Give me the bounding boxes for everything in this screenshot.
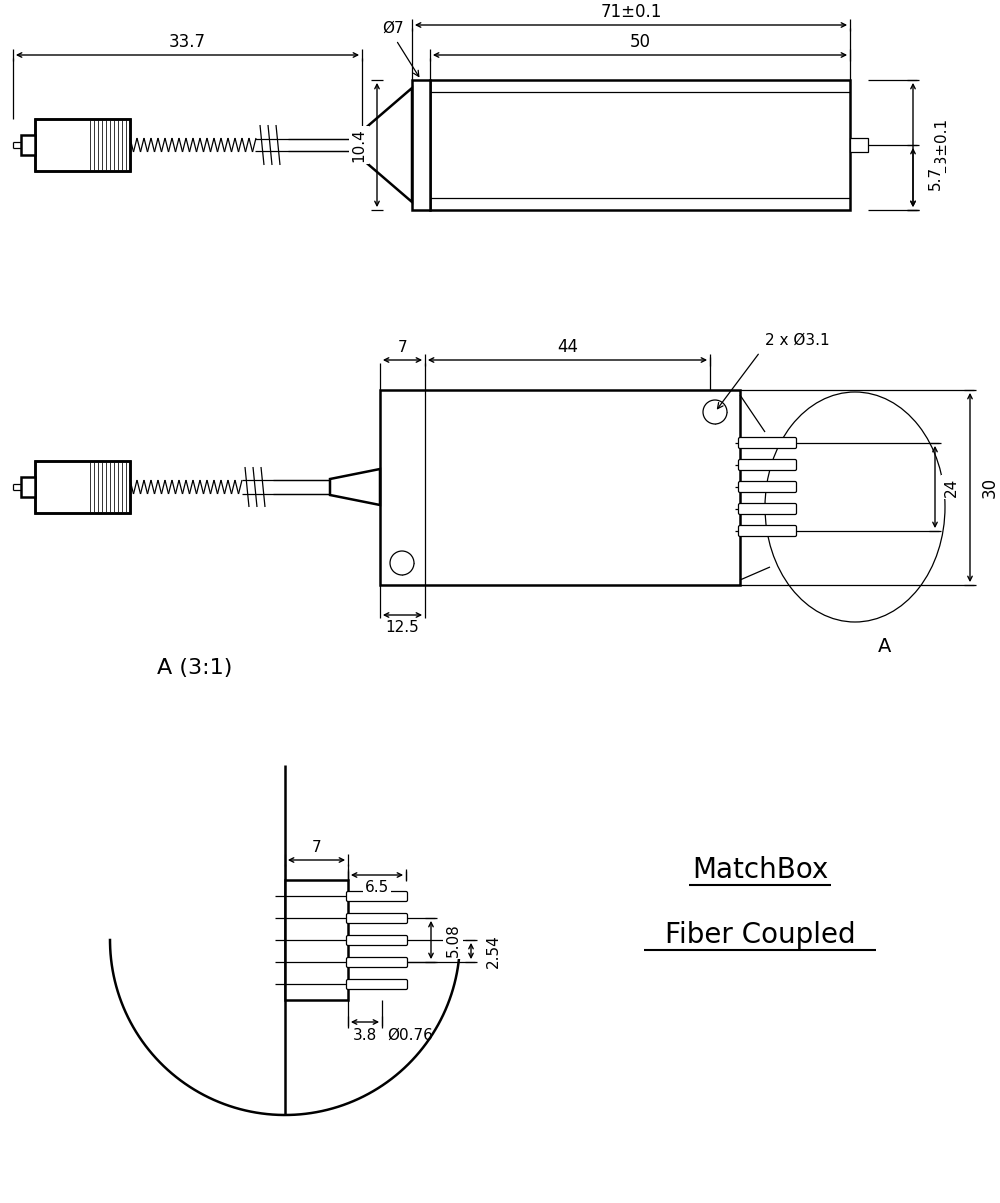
FancyBboxPatch shape	[738, 526, 796, 537]
Bar	[412, 81, 430, 211]
FancyBboxPatch shape	[347, 958, 408, 967]
Text: A (3:1): A (3:1)	[157, 658, 233, 678]
Bar	[285, 881, 348, 1000]
Text: 2 x Ø3.1: 2 x Ø3.1	[765, 333, 830, 348]
Text: 5.7: 5.7	[928, 166, 942, 190]
Text: 71±0.1: 71±0.1	[600, 2, 662, 20]
Text: A: A	[878, 638, 892, 656]
FancyBboxPatch shape	[347, 979, 408, 990]
Bar	[850, 138, 868, 152]
Text: Fiber Coupled: Fiber Coupled	[665, 921, 855, 949]
FancyBboxPatch shape	[738, 481, 796, 492]
Text: 50: 50	[630, 32, 650, 51]
Text: Ø7: Ø7	[382, 20, 404, 36]
Circle shape	[390, 551, 414, 575]
Text: 7: 7	[312, 840, 321, 854]
Text: 18±0.1: 18±0.1	[934, 117, 948, 173]
Text: 12.5: 12.5	[386, 621, 419, 635]
Polygon shape	[362, 88, 412, 202]
Text: 6.5: 6.5	[365, 881, 389, 895]
Text: Ø0.76: Ø0.76	[387, 1027, 433, 1043]
Bar	[380, 390, 740, 585]
Bar	[35, 119, 130, 171]
Text: 7: 7	[398, 340, 407, 356]
Bar	[430, 81, 850, 211]
FancyBboxPatch shape	[347, 913, 408, 924]
FancyBboxPatch shape	[347, 891, 408, 901]
Circle shape	[703, 401, 727, 423]
Text: 44: 44	[557, 338, 578, 356]
Bar	[35, 119, 130, 171]
Text: 24: 24	[944, 478, 958, 497]
Text: 10.4: 10.4	[352, 129, 366, 162]
Text: 30: 30	[981, 476, 999, 498]
Bar	[21, 478, 35, 497]
Text: 3.8: 3.8	[353, 1027, 377, 1043]
Bar	[35, 461, 130, 512]
FancyBboxPatch shape	[738, 438, 796, 449]
Bar	[35, 461, 130, 512]
FancyBboxPatch shape	[738, 504, 796, 515]
FancyBboxPatch shape	[738, 460, 796, 470]
Text: 33.7: 33.7	[169, 32, 206, 51]
Bar	[21, 135, 35, 155]
Polygon shape	[330, 469, 380, 505]
FancyBboxPatch shape	[347, 936, 408, 946]
Text: 2.54: 2.54	[486, 934, 501, 968]
Text: 5.08: 5.08	[446, 923, 460, 956]
Text: MatchBox: MatchBox	[692, 857, 828, 884]
